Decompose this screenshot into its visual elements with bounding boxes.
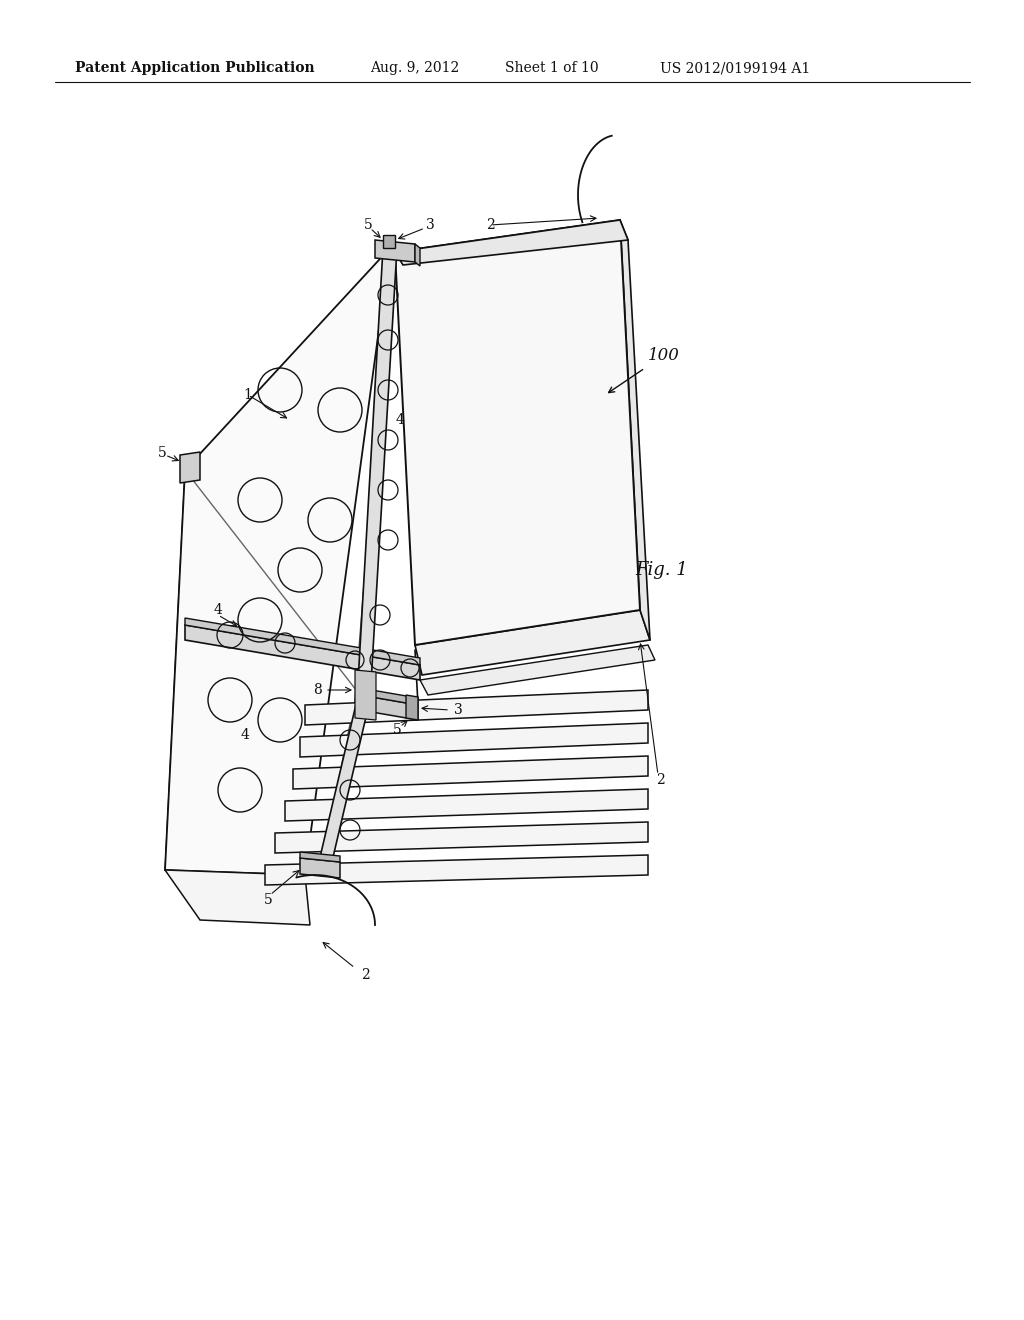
Polygon shape	[415, 610, 650, 675]
Polygon shape	[180, 451, 200, 483]
Polygon shape	[415, 244, 420, 267]
Polygon shape	[265, 855, 648, 884]
Text: 5: 5	[263, 894, 272, 907]
Polygon shape	[395, 220, 640, 645]
Text: 1: 1	[244, 388, 253, 403]
Polygon shape	[305, 690, 648, 725]
Text: 4: 4	[241, 729, 250, 742]
Polygon shape	[360, 688, 418, 705]
Text: US 2012/0199194 A1: US 2012/0199194 A1	[660, 61, 810, 75]
Polygon shape	[360, 696, 418, 719]
Text: 5: 5	[392, 723, 401, 737]
Polygon shape	[355, 671, 376, 719]
Text: 100: 100	[648, 346, 680, 363]
Polygon shape	[317, 700, 370, 870]
Polygon shape	[300, 851, 340, 862]
Polygon shape	[620, 220, 650, 640]
Polygon shape	[165, 870, 310, 925]
Text: 3: 3	[426, 218, 434, 232]
Polygon shape	[285, 789, 648, 821]
Polygon shape	[165, 248, 390, 875]
Polygon shape	[420, 645, 655, 696]
Text: Sheet 1 of 10: Sheet 1 of 10	[505, 61, 599, 75]
Text: Aug. 9, 2012: Aug. 9, 2012	[370, 61, 459, 75]
Text: 5: 5	[364, 218, 373, 232]
Polygon shape	[395, 220, 628, 265]
Text: 2: 2	[360, 968, 370, 982]
Text: 4: 4	[214, 603, 222, 616]
Text: 2: 2	[485, 218, 495, 232]
Polygon shape	[185, 624, 420, 680]
Text: Fig. 1: Fig. 1	[635, 561, 688, 579]
Text: 3: 3	[454, 704, 463, 717]
Polygon shape	[357, 248, 397, 700]
Text: 5: 5	[158, 446, 166, 459]
Text: 4: 4	[395, 413, 404, 426]
Polygon shape	[185, 618, 420, 665]
Text: 2: 2	[655, 774, 665, 787]
Text: 8: 8	[313, 682, 323, 697]
Polygon shape	[406, 696, 418, 719]
Polygon shape	[383, 235, 395, 248]
Polygon shape	[293, 756, 648, 789]
Polygon shape	[275, 822, 648, 853]
Polygon shape	[300, 858, 340, 878]
Polygon shape	[375, 240, 415, 261]
Polygon shape	[300, 723, 648, 756]
Polygon shape	[165, 470, 205, 875]
Text: Patent Application Publication: Patent Application Publication	[75, 61, 314, 75]
